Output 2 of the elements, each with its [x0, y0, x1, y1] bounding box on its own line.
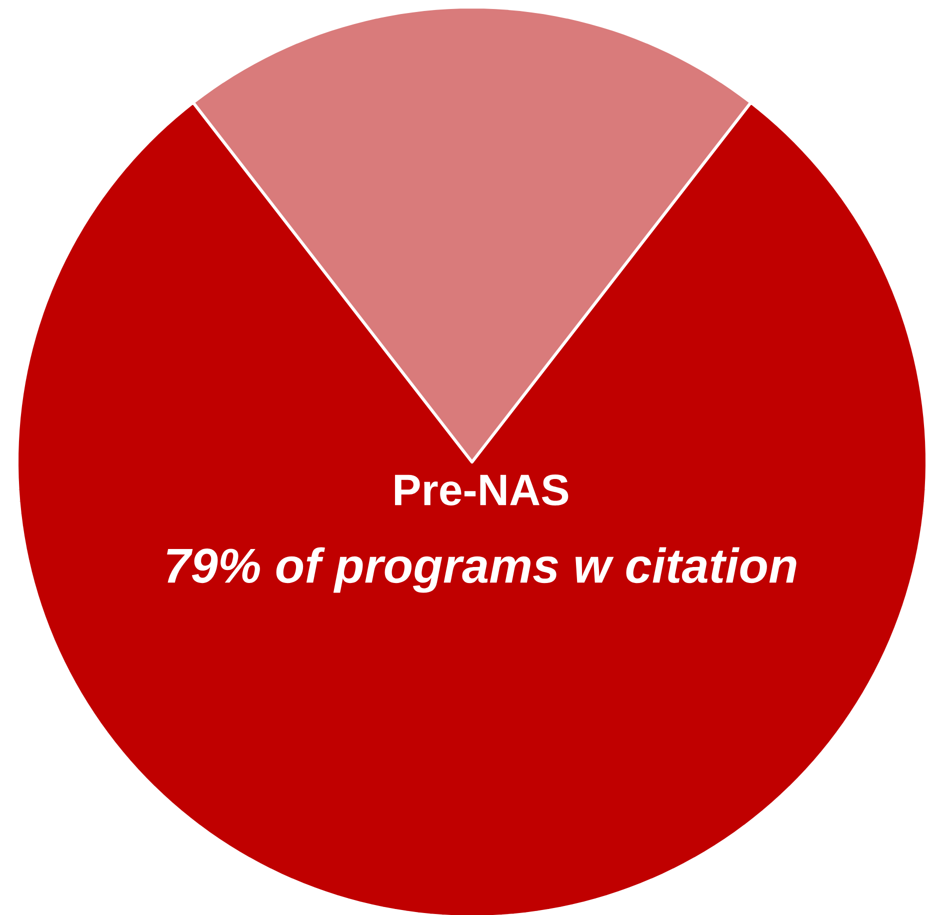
- data-label: 79% of programs w citation: [167, 547, 796, 593]
- slice-label: Pre-NAS: [395, 474, 568, 506]
